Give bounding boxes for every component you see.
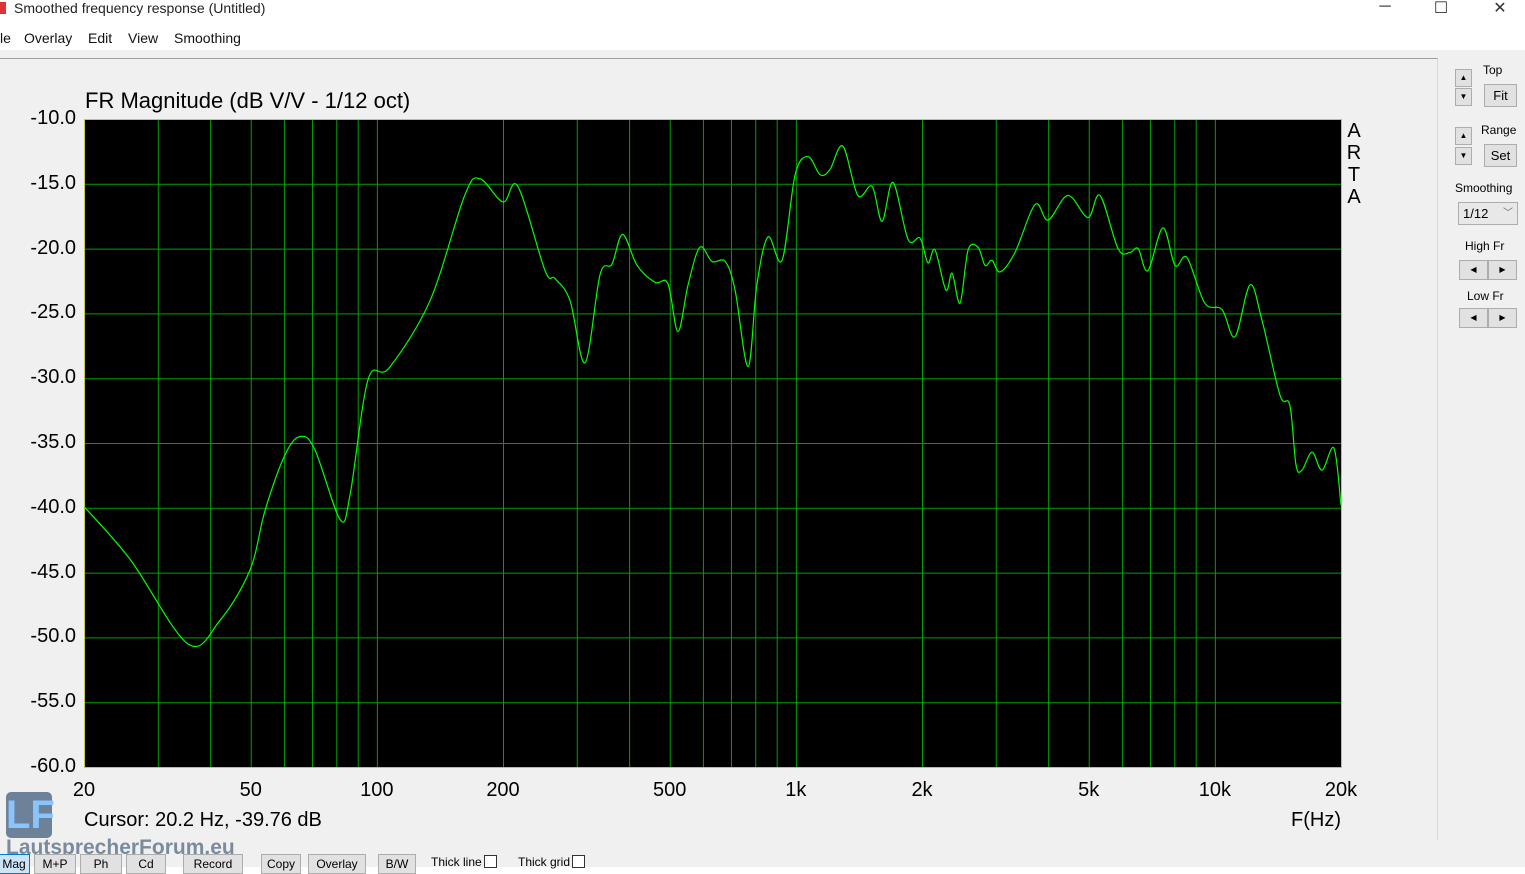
x-tick-label: 1k (785, 779, 807, 801)
menu-bar: le Overlay Edit View Smoothing (0, 28, 1525, 50)
thick-grid-checkbox[interactable]: Thick grid (518, 855, 586, 869)
cursor-readout: Cursor: 20.2 Hz, -39.76 dB (84, 809, 322, 831)
high-fr-right-button[interactable]: ▶ (1488, 260, 1517, 280)
x-tick-label: 500 (653, 779, 687, 801)
y-tick-label: -10.0 (30, 107, 76, 129)
smoothing-select[interactable]: 1/12 ﹀ (1458, 202, 1518, 225)
set-button[interactable]: Set (1484, 144, 1517, 167)
menu-edit[interactable]: Edit (88, 30, 113, 46)
y-tick-label: -35.0 (30, 431, 76, 453)
bw-button[interactable]: B/W (378, 854, 416, 874)
minimize-button[interactable]: ─ (1379, 0, 1391, 15)
x-tick-label: 20 (72, 779, 96, 801)
y-tick-label: -50.0 (30, 625, 76, 648)
high-fr-left-button[interactable]: ◀ (1459, 260, 1488, 280)
thick-line-label: Thick line (431, 855, 482, 869)
title-bar: Smoothed frequency response (Untitled) ─… (0, 0, 1525, 22)
range-down-button[interactable]: ▼ (1455, 147, 1472, 165)
response-curve (84, 145, 1342, 647)
plot-title: FR Magnitude (dB V/V - 1/12 oct) (85, 88, 411, 113)
x-tick-label: 2k (911, 779, 933, 801)
x-tick-label: 50 (239, 779, 262, 801)
x-tick-label: 100 (360, 779, 394, 801)
logo-text: LautsprecherForum.eu (6, 836, 235, 859)
overlay-button[interactable]: Overlay (308, 854, 366, 874)
top-label: Top (1483, 63, 1503, 77)
high-fr-label: High Fr (1465, 239, 1505, 253)
y-tick-label: -60.0 (30, 755, 76, 777)
top-down-button[interactable]: ▼ (1455, 88, 1472, 106)
low-fr-right-button[interactable]: ▶ (1488, 308, 1517, 328)
copy-button[interactable]: Copy (261, 854, 301, 874)
range-label: Range (1481, 123, 1517, 137)
x-axis-unit: F(Hz) (1291, 809, 1341, 831)
arta-letter: R (1346, 142, 1362, 164)
logo: LF (6, 792, 55, 838)
arta-letter: T (1347, 164, 1361, 186)
x-tick-label: 200 (486, 779, 520, 801)
y-tick-label: -45.0 (30, 560, 76, 583)
menu-smoothing[interactable]: Smoothing (174, 30, 241, 46)
smoothing-label: Smoothing (1455, 181, 1513, 195)
y-tick-label: -25.0 (30, 301, 76, 324)
y-tick-label: -40.0 (30, 495, 76, 518)
app-icon (0, 2, 6, 14)
plot-border (84, 119, 1342, 768)
cd-button[interactable]: Cd (126, 854, 166, 874)
window-title: Smoothed frequency response (Untitled) (14, 0, 266, 16)
x-tick-label: 10k (1198, 779, 1231, 801)
y-tick-label: -20.0 (30, 236, 76, 259)
smoothing-value: 1/12 (1463, 206, 1489, 221)
menu-view[interactable]: View (128, 30, 159, 46)
low-fr-label: Low Fr (1467, 289, 1504, 303)
range-up-button[interactable]: ▲ (1455, 127, 1472, 145)
thick-line-checkbox[interactable]: Thick line (431, 855, 497, 869)
x-tick-label: 20k (1324, 779, 1358, 801)
y-tick-label: -15.0 (30, 171, 76, 194)
arta-watermark: A R T A (1346, 120, 1362, 208)
menu-file[interactable]: le (0, 30, 11, 46)
m-p-button[interactable]: M+P (34, 854, 76, 874)
arta-letter: A (1347, 120, 1361, 142)
ph-button[interactable]: Ph (80, 854, 122, 874)
y-tick-label: -30.0 (30, 366, 76, 389)
frequency-response-plot[interactable] (84, 119, 1342, 768)
thick-grid-label: Thick grid (518, 855, 571, 869)
top-up-button[interactable]: ▲ (1455, 69, 1472, 87)
menu-overlay[interactable]: Overlay (24, 30, 73, 46)
low-fr-left-button[interactable]: ◀ (1459, 308, 1488, 328)
y-tick-label: -55.0 (30, 690, 76, 713)
record-button[interactable]: Record (183, 854, 243, 874)
maximize-button[interactable]: ☐ (1433, 0, 1449, 17)
chevron-down-icon: ﹀ (1503, 208, 1513, 219)
close-button[interactable]: ✕ (1493, 0, 1507, 17)
arta-letter: A (1347, 186, 1361, 208)
fit-button[interactable]: Fit (1484, 84, 1517, 107)
mag-button[interactable]: Mag (0, 854, 30, 874)
x-tick-label: 5k (1078, 779, 1100, 801)
